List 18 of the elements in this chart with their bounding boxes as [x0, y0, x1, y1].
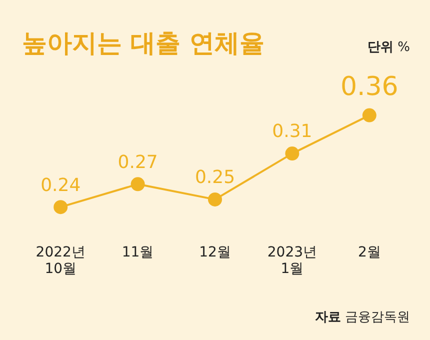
x-tick-label: 2023년 1월 [267, 244, 318, 278]
x-tick-label: 11월 [122, 244, 154, 260]
chart-title: 높아지는 대출 연체율 [22, 28, 264, 58]
point [285, 146, 300, 161]
text: 자료 금융감독원 [314, 309, 410, 326]
x-tick-label: 12월 [199, 244, 231, 260]
data-label: 0.24 [40, 174, 81, 196]
point [362, 108, 376, 122]
x-tick-label: 2월 [358, 244, 381, 260]
point [208, 192, 222, 206]
point [130, 177, 145, 192]
text: 단위 % [368, 39, 410, 56]
data-label: 0.25 [194, 167, 236, 188]
data-label: 0.36 [340, 72, 398, 102]
data-label: 0.27 [118, 152, 158, 173]
point [54, 200, 68, 214]
data-label: 0.31 [272, 121, 312, 142]
x-tick-label: 2022년 10월 [36, 244, 86, 278]
